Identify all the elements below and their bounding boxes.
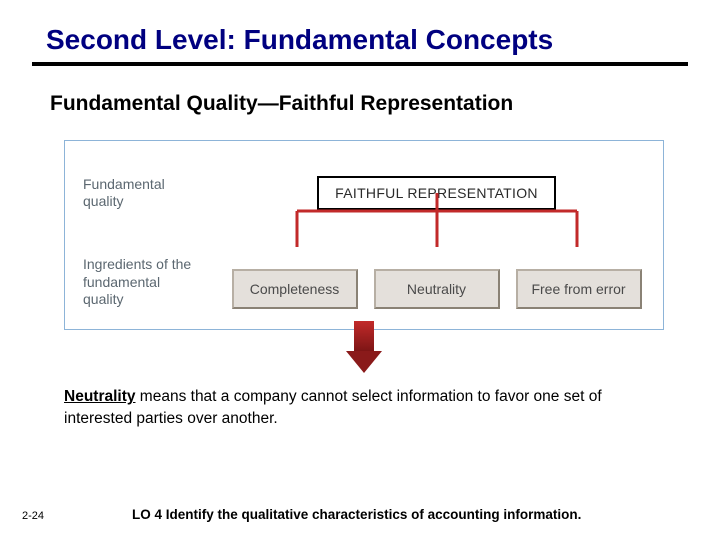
body-paragraph: Neutrality means that a company cannot s…: [64, 386, 664, 431]
row-label-ingredients: Ingredients of the fundamental quality: [83, 256, 228, 309]
diagram-row-fundamental: Fundamental quality FAITHFUL REPRESENTAT…: [83, 155, 645, 232]
body-rest: means that a company cannot select infor…: [64, 388, 602, 427]
title-underline: [32, 62, 688, 66]
slide-subtitle: Fundamental Quality—Faithful Representat…: [32, 92, 688, 116]
label-line: Fundamental: [83, 176, 165, 192]
row-content-ingredients: Completeness Neutrality Free from error: [228, 269, 645, 309]
ingredient-box-completeness: Completeness: [232, 269, 358, 309]
label-line: quality: [83, 291, 123, 307]
page-number: 2-24: [22, 510, 132, 522]
row-content-fundamental: FAITHFUL REPRESENTATION: [228, 176, 645, 210]
label-line: Ingredients of the: [83, 256, 191, 272]
label-line: fundamental: [83, 274, 160, 290]
body-lead-term: Neutrality: [64, 388, 136, 405]
slide-footer: 2-24 LO 4 Identify the qualitative chara…: [22, 507, 698, 522]
ingredient-box-neutrality: Neutrality: [374, 269, 500, 309]
diagram-row-ingredients: Ingredients of the fundamental quality C…: [83, 232, 645, 309]
row-label-fundamental: Fundamental quality: [83, 176, 228, 211]
learning-objective: LO 4 Identify the qualitative characteri…: [132, 507, 581, 522]
faithful-representation-box: FAITHFUL REPRESENTATION: [317, 176, 556, 210]
label-line: quality: [83, 193, 123, 209]
slide-container: Second Level: Fundamental Concepts Funda…: [0, 0, 720, 540]
ingredient-box-free-from-error: Free from error: [516, 269, 642, 309]
slide-title: Second Level: Fundamental Concepts: [32, 24, 688, 56]
diagram-frame: Fundamental quality FAITHFUL REPRESENTAT…: [64, 140, 664, 330]
arrow-down-icon: [346, 321, 382, 375]
